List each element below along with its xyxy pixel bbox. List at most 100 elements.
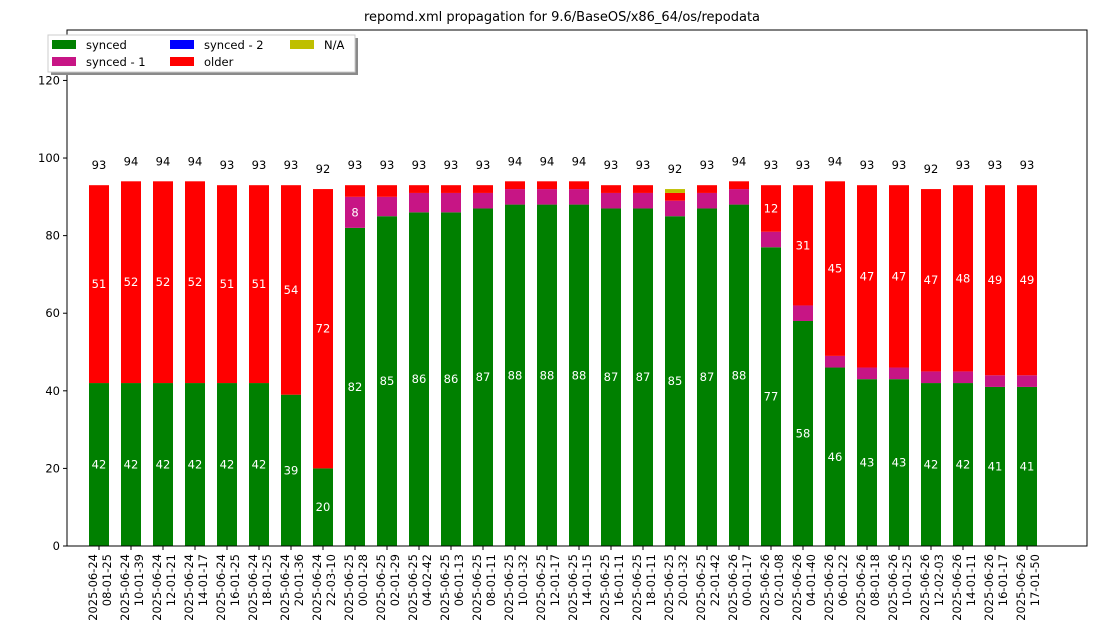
bar-segment-synced-1-11 [441,192,461,213]
x-tick-label-17: 2025-06-25 18-01-11 [630,554,658,621]
bar-total-label-19: 93 [700,158,715,172]
y-tick-label: 120 [38,73,60,87]
x-tick-label-date: 2025-06-25 [470,554,484,621]
bar-total-label-11: 93 [444,158,459,172]
bar-segment-synced-1-21 [761,231,781,248]
bar-segment-synced-11 [441,212,461,546]
x-tick-label-3: 2025-06-24 14-01-17 [182,554,210,621]
y-tick-label: 20 [45,461,60,475]
bar-segment-older-11 [441,185,461,193]
bar-segment-synced-27 [953,383,973,546]
bar-label-older-1: 52 [124,275,139,289]
x-tick-label-date: 2025-06-26 [1014,554,1028,621]
bar-segment-older-10 [409,185,429,193]
bar-label-synced-4: 42 [220,458,235,472]
bar-segment-older-23 [825,181,845,356]
bar-segment-older-13 [505,181,525,190]
x-tick-label-date: 2025-06-25 [630,554,644,621]
bar-total-label-8: 93 [348,158,363,172]
bar-label-synced-20: 88 [732,368,747,382]
x-tick-label-19: 2025-06-25 22-01-42 [694,554,722,621]
bar-segment-older-12 [473,185,493,193]
x-tick-label-time: 10-01-32 [516,554,530,606]
x-tick-label-16: 2025-06-25 16-01-11 [598,554,626,621]
x-tick-label-13: 2025-06-25 10-01-32 [502,554,530,621]
bar-segment-older-26 [921,189,941,372]
bar-total-label-4: 93 [220,158,235,172]
y-tick-label: 0 [53,539,60,553]
x-tick-label-date: 2025-06-26 [854,554,868,621]
x-tick-label-date: 2025-06-25 [566,554,580,621]
bar-label-synced-28: 41 [988,459,1003,473]
bar-segment-older-29 [1017,185,1037,376]
x-tick-label-date: 2025-06-26 [726,554,740,621]
x-tick-label-6: 2025-06-24 20-01-36 [278,554,306,621]
x-tick-label-12: 2025-06-25 08-01-11 [470,554,498,621]
bar-segment-synced-5 [249,383,269,546]
bar-label-older-26: 47 [924,273,939,287]
bar-segment-synced-13 [505,204,525,546]
bar-segment-older-9 [377,185,397,197]
legend-label-n/a: N/A [324,38,344,52]
bar-segment-older-25 [889,185,909,368]
x-tick-label-time: 18-01-11 [644,554,658,606]
bar-segment-synced-1-23 [825,355,845,368]
bar-label-older-24: 47 [860,269,875,283]
y-tick-label: 80 [45,229,60,243]
bar-segment-older-5 [249,185,269,384]
bar-label-synced-8: 82 [348,380,363,394]
bar-segment-older-3 [185,181,205,384]
bar-label-synced-5: 42 [252,458,267,472]
bar-segment-synced-1-12 [473,192,493,209]
bar-total-label-18: 92 [668,162,683,176]
x-tick-label-time: 06-01-22 [836,554,850,606]
legend-swatch-older [170,57,194,66]
bar-total-label-14: 94 [540,154,555,168]
bar-segment-synced-1-22 [793,305,813,321]
y-tick-label: 60 [45,306,60,320]
x-tick-label-time: 02-01-29 [388,554,402,606]
x-tick-label-time: 22-03-10 [324,554,338,606]
bar-label-synced-1-8: 8 [351,205,358,219]
bar-label-synced-10: 86 [412,372,427,386]
bar-total-label-16: 93 [604,158,619,172]
bar-segment-synced-1-26 [921,371,941,384]
bar-label-older-28: 49 [988,273,1003,287]
bar-segment-older-22 [793,185,813,306]
x-tick-label-time: 16-01-25 [228,554,242,606]
x-tick-label-date: 2025-06-24 [182,554,196,621]
x-tick-label-9: 2025-06-25 02-01-29 [374,554,402,621]
x-tick-label-time: 12-01-17 [548,554,562,606]
bar-total-label-2: 94 [156,154,171,168]
legend-swatch-synced-2 [170,40,194,49]
bar-label-synced-16: 87 [604,370,619,384]
bar-segment-synced-10 [409,212,429,546]
bar-label-synced-7: 20 [316,500,331,514]
bar-label-synced-13: 88 [508,368,523,382]
bar-segment-synced-3 [185,383,205,546]
x-tick-label-date: 2025-06-25 [502,554,516,621]
bar-label-older-2: 52 [156,275,171,289]
x-tick-label-2: 2025-06-24 12-01-21 [150,554,178,621]
x-tick-label-time: 17-01-50 [1028,554,1042,606]
bar-label-older-27: 48 [956,271,971,285]
bar-segment-synced-0 [89,383,109,546]
bar-segment-synced-2 [153,383,173,546]
bar-label-synced-6: 39 [284,463,299,477]
x-tick-label-8: 2025-06-25 00-01-28 [342,554,370,621]
bar-label-older-22: 31 [796,238,811,252]
x-tick-label-time: 04-02-42 [420,554,434,606]
bar-label-synced-9: 85 [380,374,395,388]
bar-label-older-3: 52 [188,275,203,289]
bar-label-synced-22: 58 [796,426,811,440]
x-tick-label-time: 04-01-40 [804,554,818,606]
x-tick-label-date: 2025-06-26 [790,554,804,621]
x-tick-label-date: 2025-06-25 [406,554,420,621]
x-tick-label-time: 16-01-17 [996,554,1010,606]
bars-layer [89,181,1037,546]
x-tick-label-time: 20-01-32 [676,554,690,606]
legend-swatch-synced [52,40,76,49]
x-tick-label-time: 18-01-25 [260,554,274,606]
x-tick-label-7: 2025-06-24 22-03-10 [310,554,338,621]
x-tick-label-time: 12-01-21 [164,554,178,606]
